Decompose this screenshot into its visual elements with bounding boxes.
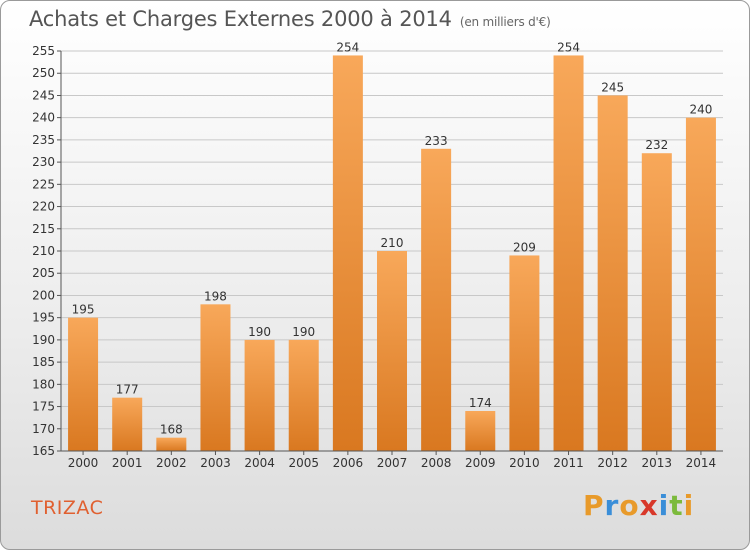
bar-2014 <box>685 117 716 452</box>
bar-2013 <box>641 153 672 451</box>
value-label-2001: 177 <box>116 383 139 397</box>
bar-2008 <box>421 148 452 451</box>
y-tick-label: 210 <box>32 244 55 258</box>
y-tick-label: 250 <box>32 66 55 80</box>
y-tick-label: 190 <box>32 333 55 347</box>
y-tick-label: 195 <box>32 311 55 325</box>
bar-2006 <box>332 55 363 451</box>
logo-letter: o <box>619 489 640 522</box>
value-label-2007: 210 <box>381 236 404 250</box>
value-label-2008: 233 <box>425 134 448 148</box>
x-tick-label-2014: 2014 <box>686 456 717 470</box>
bar-2010 <box>509 255 540 451</box>
chart-subtitle: (en milliers d'€) <box>459 15 551 29</box>
value-label-2011: 254 <box>557 40 580 54</box>
bar-2003 <box>200 304 231 451</box>
logo-letter: i <box>658 489 670 522</box>
x-tick-label-2003: 2003 <box>200 456 231 470</box>
axis-layer: 165 170 175 180 185 190 195 200 205 210 215 220 225 2… <box>32 44 723 470</box>
bar-layer: 195 177 168 198 190 190 254 210 233 174 209 254 245 2… <box>68 40 716 452</box>
logo-letter: r <box>604 489 620 522</box>
y-tick-label: 220 <box>32 200 55 214</box>
bar-2007 <box>377 251 407 451</box>
value-label-2000: 195 <box>72 303 95 317</box>
commune-name: TRIZAC <box>31 497 104 519</box>
y-tick-label: 205 <box>32 266 55 280</box>
chart-title: Achats et Charges Externes 2000 à 2014 (e… <box>29 7 551 31</box>
chart-title-text: Achats et Charges Externes 2000 à 2014 <box>29 7 452 31</box>
logo-letter: x <box>639 489 659 522</box>
y-tick-label: 235 <box>32 133 55 147</box>
bar-2002 <box>156 437 187 451</box>
logo-letter: t <box>669 489 684 522</box>
y-tick-label: 175 <box>32 400 55 414</box>
x-tick-label-2010: 2010 <box>509 456 540 470</box>
y-tick-label: 255 <box>32 44 55 58</box>
value-label-2012: 245 <box>601 80 624 94</box>
y-tick-label: 245 <box>32 88 55 102</box>
y-tick-label: 215 <box>32 222 55 236</box>
bar-2000 <box>68 317 99 451</box>
x-tick-label-2011: 2011 <box>553 456 584 470</box>
x-tick-label-2002: 2002 <box>156 456 187 470</box>
logo-letter: P <box>583 489 605 522</box>
y-tick-label: 185 <box>32 355 55 369</box>
x-tick-label-2006: 2006 <box>333 456 364 470</box>
proxiti-logo: Proxiti <box>583 489 694 522</box>
x-tick-label-2001: 2001 <box>112 456 143 470</box>
bar-2001 <box>112 397 143 451</box>
y-tick-label: 165 <box>32 444 55 458</box>
y-tick-label: 170 <box>32 422 55 436</box>
bar-2005 <box>288 339 319 451</box>
y-tick-label: 230 <box>32 155 55 169</box>
y-tick-label: 225 <box>32 177 55 191</box>
bar-2009 <box>465 411 496 451</box>
y-tick-label: 180 <box>32 377 55 391</box>
bar-2004 <box>244 339 275 451</box>
value-label-2002: 168 <box>160 423 183 437</box>
x-tick-label-2008: 2008 <box>421 456 452 470</box>
x-tick-label-2000: 2000 <box>68 456 99 470</box>
value-label-2006: 254 <box>336 40 359 54</box>
x-tick-label-2012: 2012 <box>597 456 628 470</box>
x-tick-label-2009: 2009 <box>465 456 496 470</box>
value-label-2003: 198 <box>204 289 227 303</box>
x-tick-label-2013: 2013 <box>642 456 673 470</box>
value-label-2014: 240 <box>689 103 712 117</box>
y-tick-label: 200 <box>32 288 55 302</box>
value-label-2013: 232 <box>645 138 668 152</box>
y-tick-label: 240 <box>32 111 55 125</box>
x-tick-label-2004: 2004 <box>244 456 275 470</box>
value-label-2005: 190 <box>292 325 315 339</box>
value-label-2010: 209 <box>513 240 536 254</box>
value-label-2004: 190 <box>248 325 271 339</box>
x-tick-label-2007: 2007 <box>377 456 408 470</box>
value-label-2009: 174 <box>469 396 492 410</box>
bar-2012 <box>597 95 628 451</box>
logo-letter: i <box>683 489 695 522</box>
bar-2011 <box>553 55 584 451</box>
x-tick-label-2005: 2005 <box>288 456 319 470</box>
